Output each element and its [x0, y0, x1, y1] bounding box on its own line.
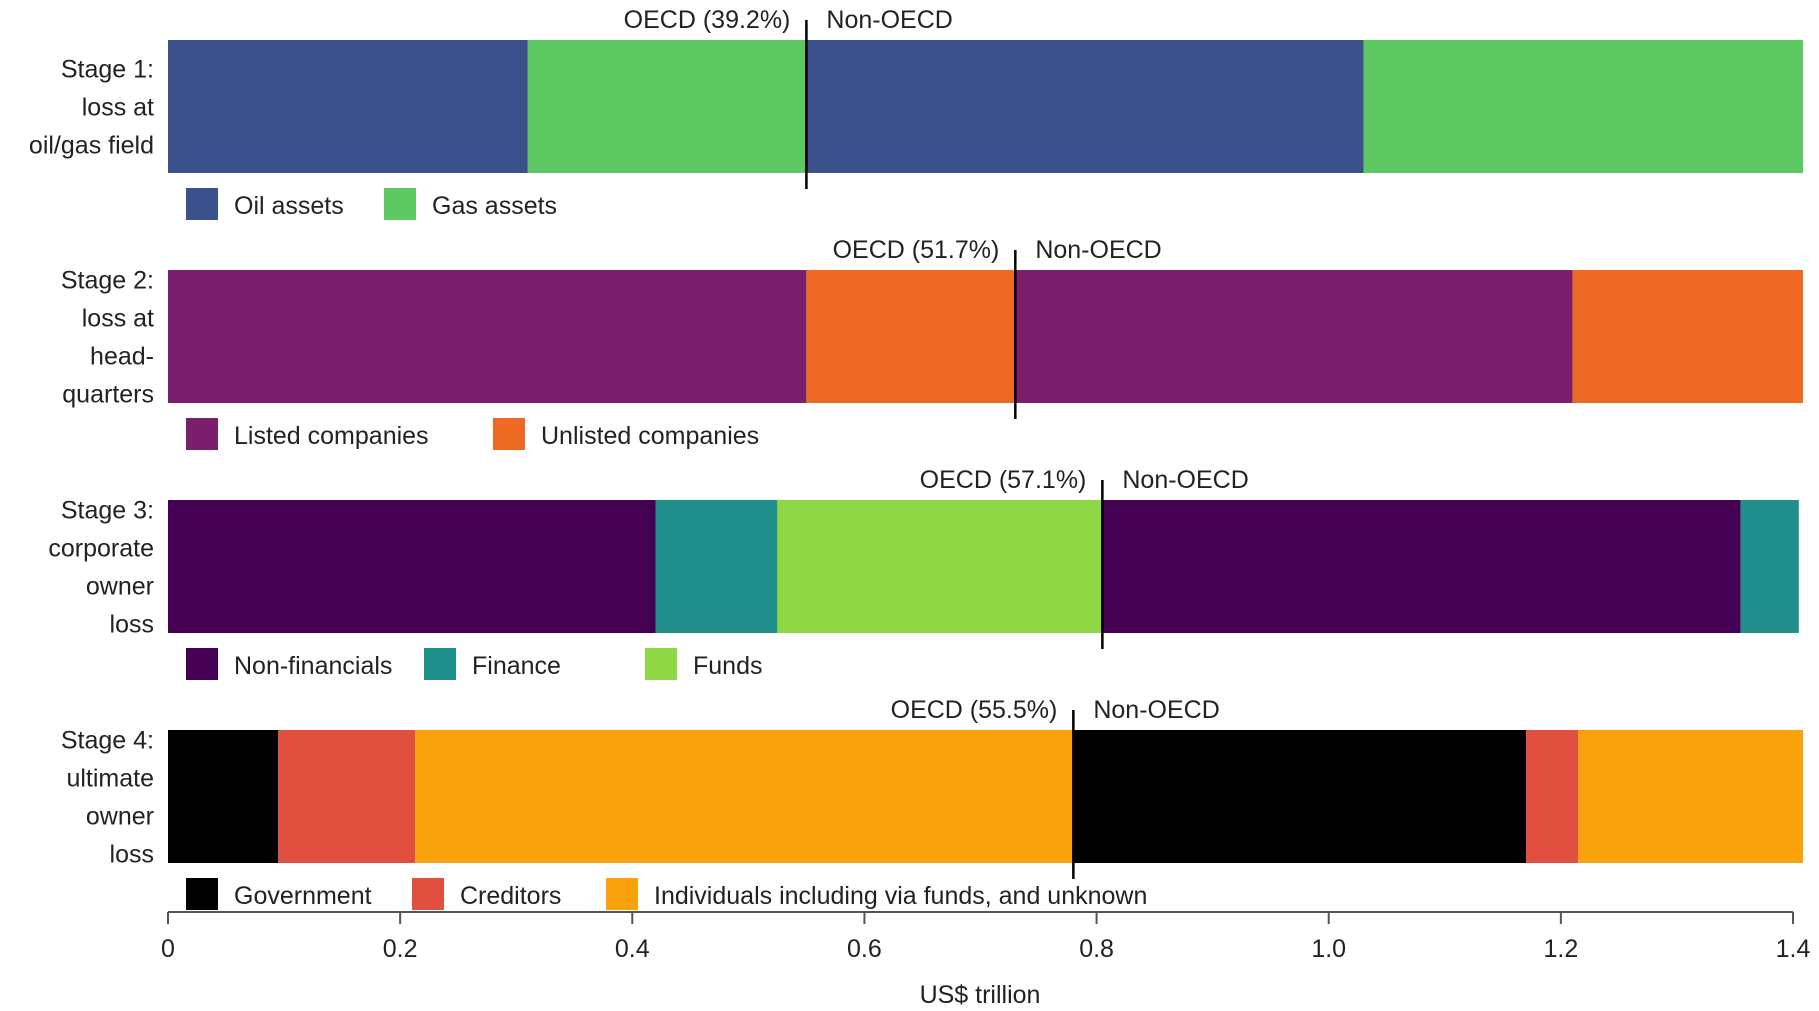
stage-2-label-line-3: head-	[90, 343, 154, 371]
bar-segment-stage3-2	[655, 500, 778, 633]
oecd-label-stage-2: OECD (51.7%)	[833, 236, 1000, 264]
stage-2-label-line-2: loss at	[82, 305, 154, 333]
legend-swatch-gas-assets	[384, 188, 416, 220]
x-tick-label-7: 1.4	[1776, 935, 1811, 963]
bar-segment-stage2-4	[1572, 270, 1803, 403]
bar-segment-stage4-2	[278, 730, 416, 863]
stage-1: Stage 1: loss at oil/gas field OECD (39.2%)…	[29, 6, 1803, 220]
oecd-label-stage-3: OECD (57.1%)	[920, 466, 1087, 494]
stage-4-label-line-3: owner	[86, 803, 154, 831]
x-tick-label-0: 0	[161, 935, 175, 963]
bar-segment-stage4-6	[1578, 730, 1803, 863]
stage-3: Stage 3: corporate owner loss OECD (57.1%) No…	[48, 466, 1799, 680]
x-tick-label-1: 0.2	[383, 935, 418, 963]
oecd-label-stage-1: OECD (39.2%)	[624, 6, 791, 34]
non-oecd-label-stage-3: Non-OECD	[1122, 466, 1248, 494]
stage-4-label-line-4: loss	[110, 841, 154, 869]
legend-label-individuals-including-via-funds-and-unknown: Individuals including via funds, and unk…	[654, 882, 1147, 910]
legend-label-non-financials: Non-financials	[234, 652, 392, 680]
stage-3-label-line-4: loss	[110, 611, 154, 639]
stage-2-label-line-4: quarters	[62, 381, 154, 409]
legend-swatch-finance	[424, 648, 456, 680]
stage-1-label-line-3: oil/gas field	[29, 132, 154, 160]
bar-segment-stage3-3	[777, 500, 1103, 633]
bar-segment-stage1-3	[806, 40, 1364, 173]
stage-1-label-line-2: loss at	[82, 94, 154, 122]
legend-label-oil-assets: Oil assets	[234, 192, 344, 220]
x-tick-label-3: 0.6	[847, 935, 882, 963]
legend-swatch-listed-companies	[186, 418, 218, 450]
legend-swatch-government	[186, 878, 218, 910]
legend-label-government: Government	[234, 882, 372, 910]
legend-label-creditors: Creditors	[460, 882, 561, 910]
x-axis: 0 0.2 0.4 0.6 0.8 1.0 1.2 1.4	[161, 911, 1811, 963]
x-tick-label-5: 1.0	[1311, 935, 1346, 963]
bar-segment-stage3-5	[1740, 500, 1799, 633]
x-axis-title: US$ trillion	[920, 981, 1041, 1009]
legend-swatch-oil-assets	[186, 188, 218, 220]
bar-segment-stage4-5	[1526, 730, 1579, 863]
non-oecd-label-stage-2: Non-OECD	[1035, 236, 1161, 264]
bar-segment-stage4-1	[168, 730, 279, 863]
stage-4: Stage 4: ultimate owner loss OECD (55.5%) Non…	[61, 696, 1803, 910]
bar-segment-stage3-4	[1102, 500, 1741, 633]
non-oecd-label-stage-1: Non-OECD	[826, 6, 952, 34]
x-tick-label-2: 0.4	[615, 935, 650, 963]
stage-3-label-line-2: corporate	[48, 535, 154, 563]
x-tick-label-4: 0.8	[1079, 935, 1114, 963]
stages-layer: Stage 1: loss at oil/gas field OECD (39.2%)…	[29, 6, 1803, 910]
bar-segment-stage2-2	[806, 270, 1016, 403]
bar-segment-stage2-1	[168, 270, 807, 403]
stage-2: Stage 2: loss at head-quarters OECD (51.7%)…	[61, 236, 1803, 450]
legend-swatch-funds	[645, 648, 677, 680]
stage-3-label-line-1: Stage 3:	[61, 497, 154, 525]
bar-segment-stage3-1	[168, 500, 656, 633]
legend-label-gas-assets: Gas assets	[432, 192, 557, 220]
legend-label-finance: Finance	[472, 652, 561, 680]
stage-1-label-line-1: Stage 1:	[61, 56, 154, 84]
legend-label-unlisted-companies: Unlisted companies	[541, 422, 759, 450]
bar-segment-stage4-4	[1073, 730, 1527, 863]
legend-label-listed-companies: Listed companies	[234, 422, 429, 450]
stage-2-label-line-1: Stage 2:	[61, 267, 154, 295]
stage-4-label-line-1: Stage 4:	[61, 727, 154, 755]
legend-swatch-unlisted-companies	[493, 418, 525, 450]
bar-segment-stage1-4	[1363, 40, 1803, 173]
stage-3-label-line-3: owner	[86, 573, 154, 601]
x-tick-label-6: 1.2	[1543, 935, 1578, 963]
bar-segment-stage1-1	[168, 40, 528, 173]
non-oecd-label-stage-4: Non-OECD	[1093, 696, 1219, 724]
bar-segment-stage2-3	[1015, 270, 1573, 403]
legend-swatch-creditors	[412, 878, 444, 910]
bar-segment-stage4-3	[415, 730, 1074, 863]
legend-swatch-individuals-including-via-funds-and-unknown	[606, 878, 638, 910]
bar-segment-stage1-2	[527, 40, 807, 173]
stage-4-label-line-2: ultimate	[66, 765, 154, 793]
legend-label-funds: Funds	[693, 652, 762, 680]
legend-swatch-non-financials	[186, 648, 218, 680]
oecd-label-stage-4: OECD (55.5%)	[891, 696, 1058, 724]
